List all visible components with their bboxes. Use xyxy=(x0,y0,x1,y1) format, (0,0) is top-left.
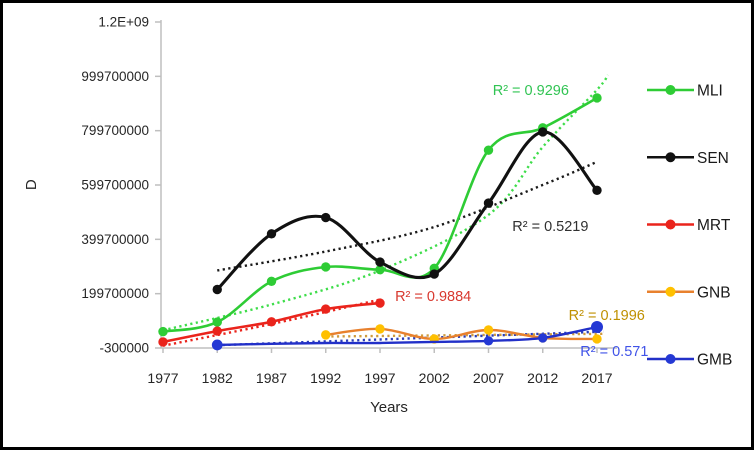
data-point-sen-2007 xyxy=(483,198,494,208)
x-tick-label: 1997 xyxy=(364,370,395,386)
data-point-mrt-1982 xyxy=(212,326,222,336)
y-tick-label: 199700000 xyxy=(81,286,149,301)
y-tick-label: -300000 xyxy=(99,341,149,356)
data-point-mli-1977 xyxy=(158,326,168,337)
legend-label-gnb: GNB xyxy=(697,284,731,301)
data-point-mli-1997 xyxy=(375,264,385,275)
legend-label-sen: SEN xyxy=(697,150,729,167)
y-tick-label: 999700000 xyxy=(81,69,149,84)
r2-label-sen: R² = 0.5219 xyxy=(512,219,589,236)
x-tick-label: 1987 xyxy=(256,370,287,386)
y-tick-label: 599700000 xyxy=(81,178,149,193)
y-tick-label: 399700000 xyxy=(81,232,149,247)
legend-item-mli: MLI xyxy=(647,83,723,100)
legend-item-gmb: GMB xyxy=(647,352,732,369)
data-point-sen-1982 xyxy=(212,284,222,295)
data-point-mli-1992 xyxy=(321,262,331,272)
r2-label-gnb: R² = 0.1996 xyxy=(568,308,645,325)
legend-item-sen: SEN xyxy=(647,150,729,167)
data-point-gnb-2007 xyxy=(483,325,494,335)
x-tick-label: 2012 xyxy=(527,370,558,386)
data-point-gmb-1982 xyxy=(211,339,223,351)
data-point-mli-2017 xyxy=(592,93,602,103)
axis-lines xyxy=(160,20,617,349)
trendline-sen xyxy=(217,160,598,272)
legend-item-mrt: MRT xyxy=(647,217,731,234)
data-point-gmb-2017 xyxy=(591,321,603,334)
data-point-mli-2007 xyxy=(483,145,494,155)
data-point-mli-1982 xyxy=(212,317,222,327)
r2-label-gmb: R² = 0.571 xyxy=(580,343,649,360)
trendline-gnb xyxy=(325,332,603,338)
data-point-mrt-1987 xyxy=(266,317,277,327)
x-tick-label: 2017 xyxy=(581,370,612,386)
legend-label-mli: MLI xyxy=(697,83,723,100)
data-point-mrt-1997 xyxy=(375,298,385,308)
r2-label-mli: R² = 0.9296 xyxy=(492,83,569,100)
x-axis-title: Years xyxy=(370,399,408,416)
legend-label-mrt: MRT xyxy=(697,217,731,234)
y-axis-title: D xyxy=(23,178,41,191)
x-tick-label: 1992 xyxy=(310,370,341,386)
x-tick-label: 1982 xyxy=(202,370,233,386)
legend-marker-sen xyxy=(665,152,676,163)
data-point-sen-2002 xyxy=(429,269,439,279)
legend-marker-mrt xyxy=(665,219,676,230)
trendline-mli xyxy=(162,74,609,332)
data-point-sen-1992 xyxy=(321,212,331,223)
data-point-gnb-1997 xyxy=(375,324,385,334)
data-point-sen-1997 xyxy=(375,257,385,267)
series-line-mli xyxy=(161,96,599,333)
data-point-gmb-2007 xyxy=(483,336,494,346)
data-point-mrt-1977 xyxy=(158,337,168,347)
legend-label-gmb: GMB xyxy=(697,352,732,369)
x-tick-label: 2002 xyxy=(419,370,450,386)
legend-item-gnb: GNB xyxy=(647,284,731,301)
data-point-mli-1987 xyxy=(266,276,277,287)
data-point-sen-2017 xyxy=(592,185,602,196)
data-point-gnb-1992 xyxy=(321,330,331,340)
series-line-sen xyxy=(215,130,599,292)
data-point-gmb-2012 xyxy=(538,333,548,343)
legend-marker-gnb xyxy=(665,286,676,297)
data-point-sen-2012 xyxy=(538,127,548,137)
legend-marker-gmb xyxy=(665,354,676,364)
data-point-mrt-1992 xyxy=(321,304,331,314)
data-point-sen-1987 xyxy=(266,229,277,239)
data-point-gnb-2017 xyxy=(592,334,602,344)
legend-marker-mli xyxy=(665,85,676,95)
y-tick-label: 1.2E+09 xyxy=(98,15,149,30)
x-tick-label: 1977 xyxy=(147,370,178,386)
y-tick-label: 799700000 xyxy=(81,123,149,138)
x-tick-label: 2007 xyxy=(473,370,504,386)
r2-label-mrt: R² = 0.9884 xyxy=(395,289,472,306)
